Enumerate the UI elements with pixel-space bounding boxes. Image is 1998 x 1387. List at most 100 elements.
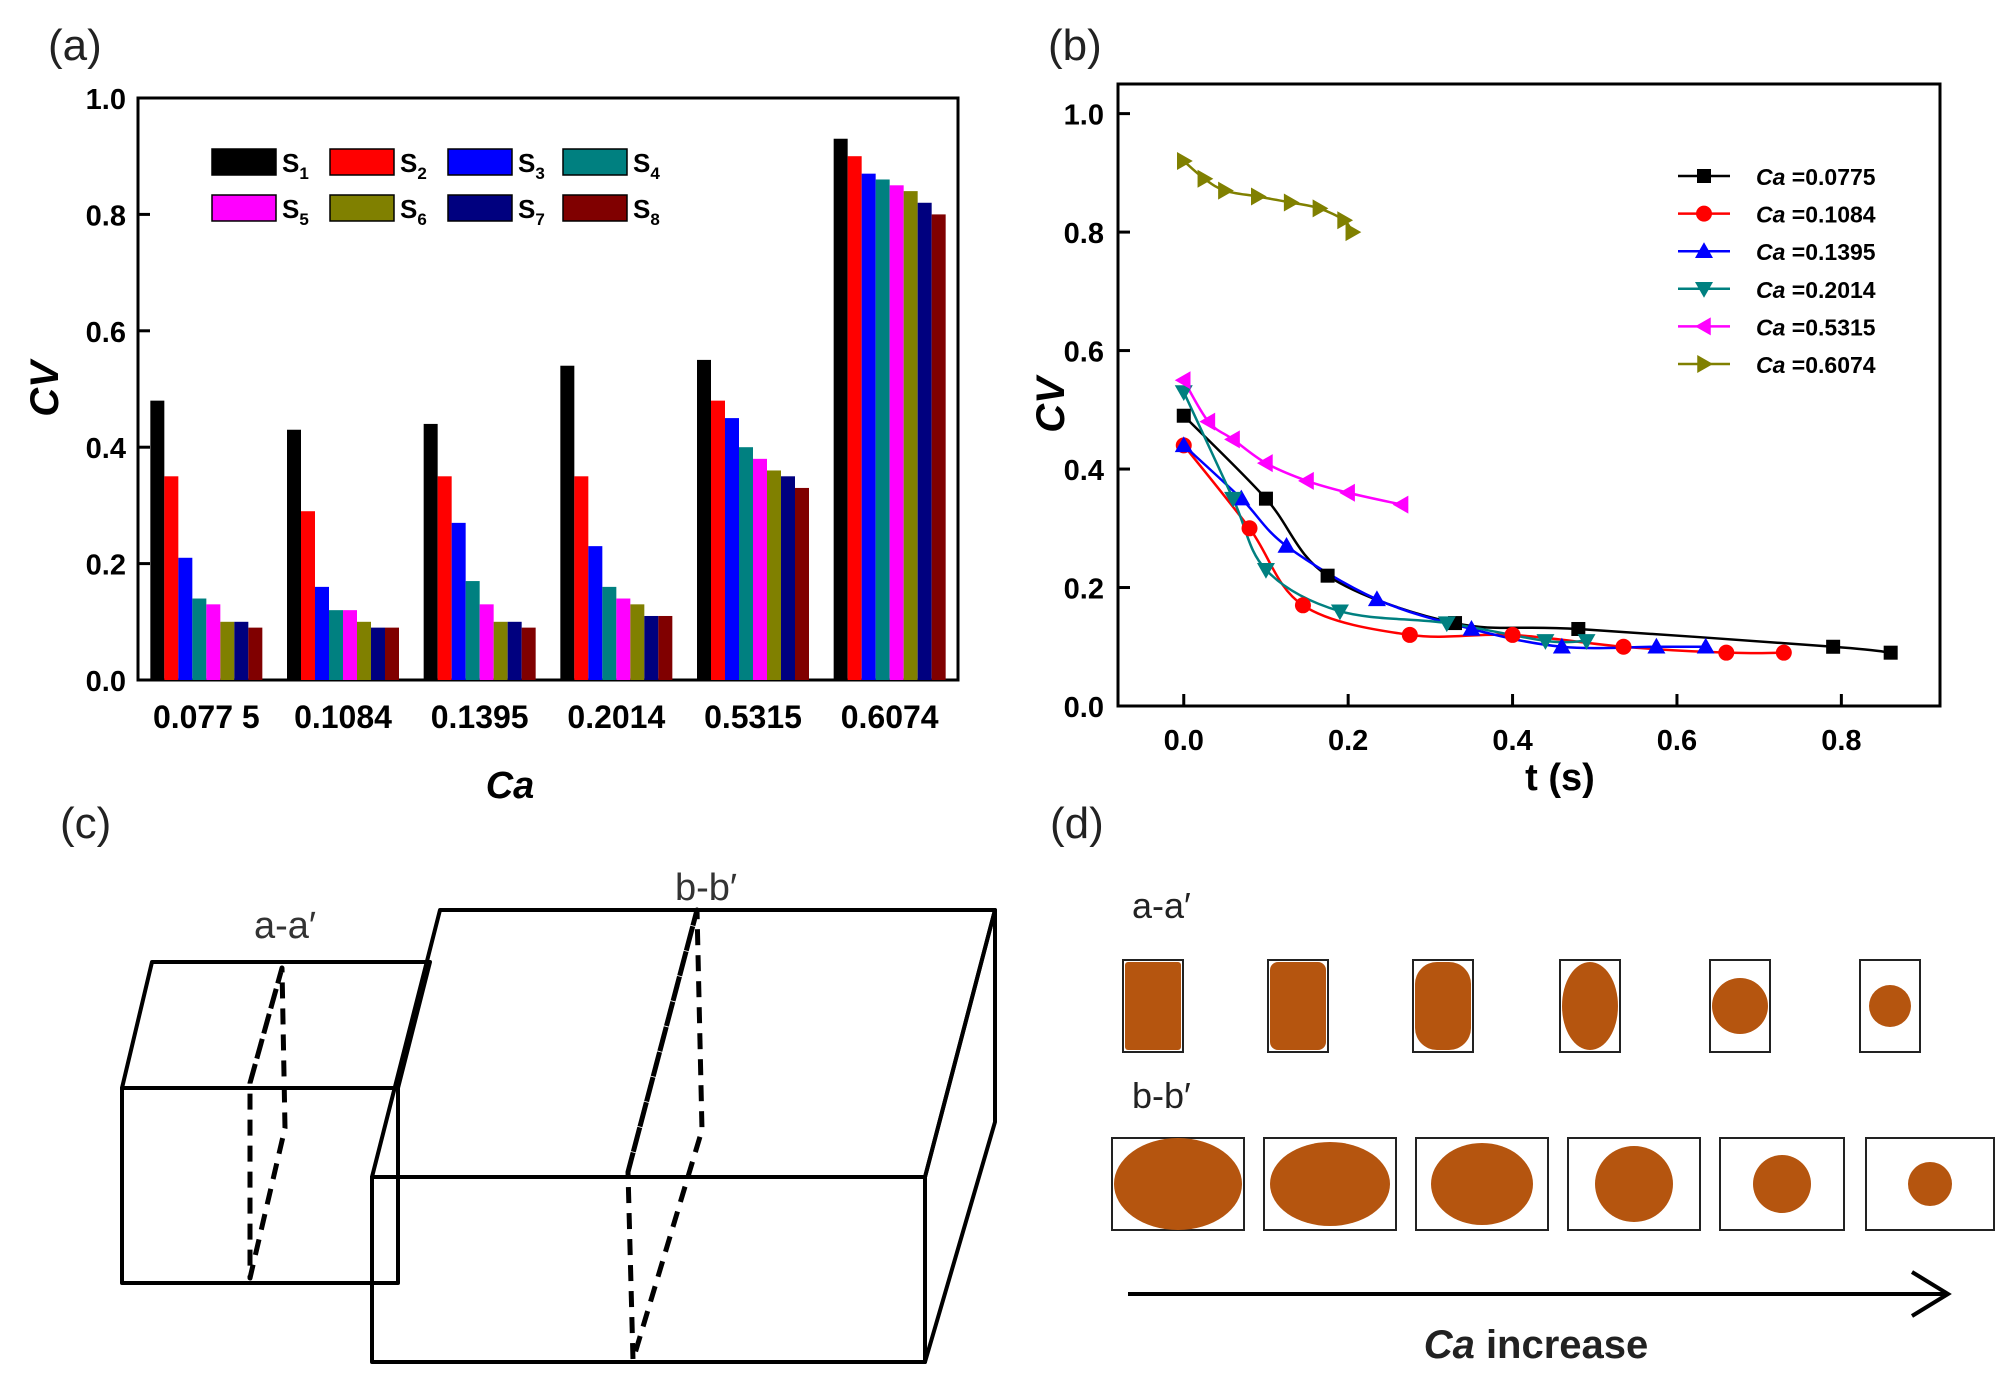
legend-label-main: S bbox=[400, 194, 417, 224]
row-b-label: b-b′ bbox=[1132, 1075, 1191, 1116]
point-1-3 bbox=[1401, 626, 1418, 643]
bar-s1-0 bbox=[150, 400, 165, 680]
channel-a-3 bbox=[1412, 959, 1474, 1053]
section-a-label: a-a′ bbox=[254, 905, 316, 947]
legend-label-b-4: Ca =0.5315 bbox=[1756, 314, 1876, 340]
y-tick-label-a: 0.8 bbox=[86, 200, 126, 232]
bar-s8-4 bbox=[795, 487, 809, 680]
point-3-2 bbox=[1256, 563, 1275, 579]
bar-chart-a: 0.00.20.40.60.81.0 0.077 5 0.1084 0.1395 0.… bbox=[23, 84, 960, 807]
y-tick-label-a: 0.6 bbox=[86, 317, 126, 349]
bar-s5-0 bbox=[206, 604, 221, 680]
channel-a-4 bbox=[1559, 959, 1621, 1053]
bar-s8-0 bbox=[248, 627, 263, 680]
legend-label-main: S bbox=[282, 148, 299, 178]
bar-s4-3 bbox=[602, 586, 617, 680]
legend-label-s4: S4 bbox=[633, 148, 660, 183]
legend-label-b-0: Ca =0.0775 bbox=[1756, 164, 1876, 190]
point-2-5 bbox=[1552, 637, 1571, 654]
point-2-0 bbox=[1174, 436, 1193, 453]
bar-s4-0 bbox=[192, 598, 207, 680]
bar-s7-1 bbox=[371, 627, 385, 680]
y-tick-label-b: 0.0 bbox=[1064, 692, 1104, 724]
y-axis-b: 0.0 0.2 0.4 0.6 0.8 1.0 bbox=[1064, 100, 1130, 724]
panel-label-d: (d) bbox=[1050, 799, 1104, 848]
x-tick-label-a: 0.1084 bbox=[294, 699, 392, 735]
point-4-6 bbox=[1392, 495, 1409, 514]
legend-label-main: S bbox=[282, 194, 299, 224]
droplet-a-2 bbox=[1270, 962, 1326, 1050]
point-3-4 bbox=[1437, 616, 1456, 633]
x-tick-label-b: 0.6 bbox=[1657, 725, 1697, 757]
droplet-a-1 bbox=[1125, 962, 1181, 1050]
droplet-a-6 bbox=[1869, 985, 1911, 1027]
ca-increase-arrow bbox=[1128, 1270, 1952, 1318]
legend-ca: Ca bbox=[1756, 164, 1786, 190]
bar-s1-3 bbox=[560, 365, 575, 680]
droplet-a-4 bbox=[1562, 962, 1618, 1050]
bar-s6-5 bbox=[903, 191, 918, 680]
legend-label-main: S bbox=[633, 194, 650, 224]
point-4-2 bbox=[1224, 430, 1240, 449]
legend-ca-value: =0.1084 bbox=[1785, 202, 1875, 228]
bar-s2-4 bbox=[711, 400, 725, 680]
y-tick-label-b: 0.4 bbox=[1064, 455, 1104, 487]
y-tick-label-a: 1.0 bbox=[86, 84, 126, 116]
legend-ca-value: =0.1395 bbox=[1785, 239, 1875, 265]
point-0-2 bbox=[1320, 568, 1335, 583]
series-line-1 bbox=[1182, 444, 1784, 655]
bars-a bbox=[150, 138, 946, 681]
line-chart-b: 0.0 0.2 0.4 0.6 0.8 1.0 0.0 0.2 0.4 0.6 0.8 Ca =0… bbox=[1029, 82, 1942, 799]
legend-label-b-1: Ca =0.1084 bbox=[1756, 202, 1876, 228]
point-1-6 bbox=[1718, 644, 1735, 661]
x-tick-label-b: 0.4 bbox=[1492, 725, 1532, 757]
legend-swatch-s5 bbox=[211, 194, 277, 222]
point-4-5 bbox=[1339, 483, 1355, 502]
point-5-7 bbox=[1345, 223, 1362, 242]
channel-b-4 bbox=[1567, 1137, 1701, 1231]
section-a-dashed bbox=[247, 965, 288, 1281]
legend-label-sub: 4 bbox=[650, 164, 660, 183]
bar-s4-5 bbox=[875, 179, 890, 681]
bar-s3-5 bbox=[861, 173, 876, 680]
droplet-b-4 bbox=[1595, 1146, 1673, 1222]
x-tick-label-b: 0.8 bbox=[1821, 725, 1861, 757]
legend-label-s8: S8 bbox=[633, 194, 660, 229]
wide-channel-top bbox=[370, 908, 997, 1179]
legend-label-main: S bbox=[400, 148, 417, 178]
series-line-2 bbox=[1182, 444, 1706, 650]
y-tick-label-b: 1.0 bbox=[1064, 100, 1104, 132]
point-1-4 bbox=[1504, 626, 1521, 643]
bar-s1-5 bbox=[833, 138, 848, 681]
legend-swatch-s1 bbox=[211, 148, 277, 176]
droplet-b-1 bbox=[1114, 1138, 1242, 1230]
bar-s5-2 bbox=[479, 604, 494, 680]
x-tick-label-a: 0.2014 bbox=[567, 699, 665, 735]
series-line-0 bbox=[1182, 414, 1891, 654]
row-a-label: a-a′ bbox=[1132, 885, 1191, 926]
point-5-0 bbox=[1177, 152, 1193, 171]
x-tick-label-b: 0.0 bbox=[1164, 725, 1204, 757]
legend-label-sub: 8 bbox=[650, 210, 659, 229]
point-3-1 bbox=[1224, 491, 1243, 508]
droplet-b-6 bbox=[1908, 1162, 1952, 1206]
x-axis-label-b: t (s) bbox=[1525, 757, 1595, 799]
bar-s7-2 bbox=[507, 621, 522, 680]
point-4-3 bbox=[1256, 454, 1273, 473]
legend-label-b-2: Ca =0.1395 bbox=[1756, 239, 1876, 265]
droplet-row-a bbox=[1122, 959, 1921, 1053]
bar-s2-5 bbox=[847, 156, 862, 680]
x-tick-label-a: 0.1395 bbox=[431, 699, 529, 735]
legend-label-s5: S5 bbox=[282, 194, 309, 229]
panel-label-a: (a) bbox=[48, 21, 102, 70]
droplet-b-2 bbox=[1270, 1142, 1390, 1226]
arrow-head bbox=[1910, 1270, 1952, 1318]
bar-s1-2 bbox=[423, 423, 438, 680]
legend-label-s3: S3 bbox=[518, 148, 545, 183]
point-4-1 bbox=[1199, 412, 1216, 431]
bar-s5-1 bbox=[343, 610, 357, 680]
x-tick-label-a: 0.077 5 bbox=[153, 699, 260, 735]
legend-marker-b-1 bbox=[1696, 205, 1712, 222]
legend-label-s6: S6 bbox=[400, 194, 427, 229]
